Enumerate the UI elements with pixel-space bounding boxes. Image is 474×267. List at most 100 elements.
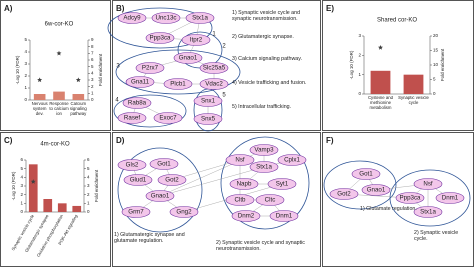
- gene-node: [255, 194, 285, 206]
- point-marker: [30, 179, 36, 184]
- gene-label: P2rx7: [142, 65, 159, 72]
- y2-axis-label: Fold enrichment: [98, 53, 103, 86]
- x-tick-label-box: Nervous system dev.: [32, 102, 48, 116]
- gene-label: Unc13c: [156, 15, 177, 22]
- gene-label: Syt1: [276, 181, 289, 188]
- y2-tick-label: 3: [91, 77, 94, 82]
- x-tick-label: Oxidative phosphorylation: [36, 213, 65, 258]
- x-tick-label-box: Synaptic vesicle cycle: [398, 96, 429, 105]
- legend-item: 3) Calcium signaling pathway.: [232, 56, 302, 62]
- y-tick-label: 5: [24, 37, 27, 42]
- y-tick-label: 5: [20, 166, 23, 171]
- cluster-outline: [323, 160, 397, 210]
- legend-item-box: 3) Calcium signaling pathway.: [232, 56, 302, 62]
- point-marker: [378, 45, 383, 50]
- y-tick-label: 2: [24, 73, 27, 78]
- gene-node: [181, 34, 211, 46]
- gene-label: Exoc7: [159, 115, 177, 122]
- gene-node: [169, 206, 199, 218]
- y2-tick-label: 2: [91, 84, 94, 89]
- chart-title: 4m-cor-KO: [40, 142, 70, 148]
- gene-node: [121, 206, 151, 218]
- y2-tick-label: 5: [91, 64, 94, 69]
- gene-label: Grm7: [128, 209, 144, 216]
- legend-item: 1) Synaptic vesicle cycle and synaptic n…: [232, 10, 301, 23]
- gene-node: [361, 184, 391, 196]
- gene-node: [199, 62, 229, 74]
- x-tick-label-box: Calcium signaling pathway: [70, 102, 87, 116]
- x-tick-label-box: Response to calcium ion: [49, 102, 68, 116]
- y-tick-label: 3: [24, 61, 27, 66]
- y2-axis-label: Fold enrichment: [440, 48, 445, 81]
- gene-label: Cltb: [234, 197, 246, 204]
- gene-node: [413, 206, 443, 218]
- bar: [403, 74, 424, 94]
- gene-label: Cplx1: [284, 157, 300, 164]
- cluster-outline: [113, 94, 187, 128]
- y2-tick-label: 0: [87, 209, 90, 214]
- legend-item-box: 2) Synaptic vesicle cycle.: [414, 230, 458, 242]
- y-tick-label: 6: [20, 157, 23, 162]
- bar: [72, 205, 82, 212]
- y2-tick-label: 7: [91, 51, 94, 56]
- y2-tick-label: 5: [433, 77, 436, 82]
- y-tick-label: 1: [20, 201, 23, 206]
- gene-label: Stx1a: [420, 209, 436, 216]
- gene-label: Snx1: [201, 98, 216, 105]
- legend-item: 1) Glutamate regulation.: [360, 206, 417, 212]
- gene-label: Gng2: [176, 209, 192, 216]
- gene-node: [149, 158, 179, 170]
- gene-label: Ppp3ca: [400, 195, 422, 202]
- gene-label: Got1: [359, 171, 373, 178]
- gene-node: [249, 144, 279, 156]
- gene-label: Gna11: [131, 79, 150, 86]
- gene-label: Rab8a: [128, 100, 147, 107]
- gene-node: [122, 97, 152, 109]
- gene-node: [151, 12, 181, 24]
- y-tick-label: 4: [24, 49, 27, 54]
- gene-node: [199, 78, 229, 90]
- panel-label: A): [4, 4, 13, 13]
- y-tick-label: 2: [20, 192, 23, 197]
- gene-node: [413, 178, 443, 190]
- legend-item-box: 2) Glutamatergic synapse.: [232, 34, 294, 40]
- gene-label: Snx5: [201, 116, 216, 123]
- gene-node: [225, 194, 255, 206]
- y2-tick-label: 8: [91, 44, 94, 49]
- point-marker: [75, 77, 81, 83]
- gene-node: [157, 174, 187, 186]
- gene-node: [269, 210, 299, 222]
- y2-tick-label: 5: [87, 166, 90, 171]
- gene-label: Adcy9: [123, 15, 141, 22]
- cluster-number: 4: [115, 98, 119, 104]
- gene-label: Nsf: [423, 181, 433, 188]
- x-tick-label: Synaptic vesicle cycle: [398, 96, 429, 105]
- gene-node: [435, 192, 465, 204]
- gene-node: [153, 112, 183, 124]
- cluster-number: 3: [116, 64, 120, 70]
- gene-label: Vdac2: [205, 81, 223, 88]
- y2-tick-label: 1: [87, 201, 90, 206]
- bar: [72, 94, 85, 100]
- y-axis-label: -Log 10 (FDR): [349, 50, 354, 79]
- cluster-outline: [220, 136, 310, 230]
- y-tick-label: 3: [20, 183, 23, 188]
- x-tick-label-box: Cysteine and methionine metabolism: [368, 96, 393, 110]
- y-axis-label: -Log 10 (FDR): [15, 55, 20, 84]
- gene-label: Nsf: [235, 157, 245, 164]
- cluster-outline: [107, 7, 213, 49]
- gene-label: Gnao1: [179, 55, 198, 62]
- gene-label: Napb: [237, 181, 252, 188]
- gene-node: [135, 62, 165, 74]
- legend-item: 4) Vesicle trafficking and fusion.: [232, 80, 307, 86]
- panel-label: E): [326, 4, 334, 13]
- legend-item: 5) Intracellular trafficking.: [232, 104, 292, 110]
- gene-label: Ppp3ca: [150, 35, 172, 42]
- gene-label: Dnm2: [238, 213, 255, 220]
- gene-node: [125, 76, 155, 88]
- y2-tick-label: 20: [433, 33, 439, 38]
- y-tick-label: 2: [358, 53, 361, 58]
- legend-item: 2) Synaptic vesicle cycle and synaptic n…: [216, 240, 305, 253]
